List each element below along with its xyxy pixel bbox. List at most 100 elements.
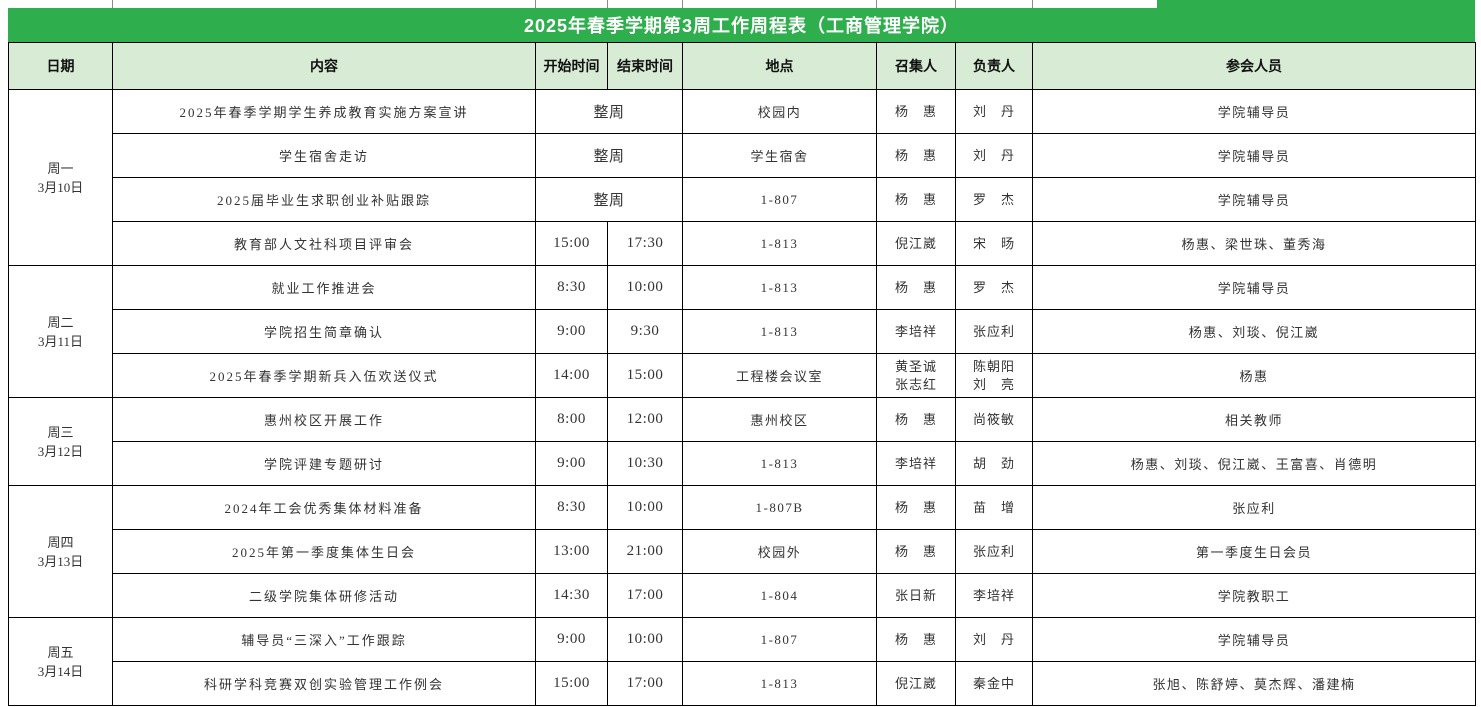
end-time-cell: 10:00 <box>607 265 683 310</box>
convener-cell: 李培祥 <box>876 441 956 486</box>
day-label: 周一 <box>47 160 74 176</box>
end-time-cell: 17:00 <box>607 661 683 706</box>
gridline-tick <box>607 0 608 8</box>
content-cell: 2024年工会优秀集体材料准备 <box>112 485 536 530</box>
participants-cell: 第一季度生日会员 <box>1032 529 1476 574</box>
end-time-cell: 12:00 <box>607 397 683 442</box>
gridline-tick <box>955 0 956 8</box>
start-time-cell: 8:00 <box>535 397 608 442</box>
location-cell: 1-813 <box>682 265 877 310</box>
column-header-participants: 参会人员 <box>1032 42 1476 90</box>
participants-cell: 杨惠、刘琰、倪江崴、王富喜、肖德明 <box>1032 441 1476 486</box>
date-cell: 周五 3月14日 <box>8 617 113 706</box>
convener-cell: 张日新 <box>876 573 956 618</box>
start-time-cell: 8:30 <box>535 265 608 310</box>
participants-cell: 学院辅导员 <box>1032 265 1476 310</box>
content-cell: 惠州校区开展工作 <box>112 397 536 442</box>
column-header-owner: 负责人 <box>955 42 1033 90</box>
location-cell: 惠州校区 <box>682 397 877 442</box>
day-date: 3月11日 <box>37 333 84 349</box>
location-cell: 学生宿舍 <box>682 133 877 178</box>
day-date: 3月10日 <box>37 179 84 195</box>
time-cell-merged: 整周 <box>535 177 683 222</box>
location-cell: 1-807B <box>682 485 877 530</box>
owner-cell: 陈朝阳 刘 亮 <box>955 353 1033 398</box>
column-header-end-time: 结束时间 <box>607 42 683 90</box>
convener-cell: 杨 惠 <box>876 397 956 442</box>
owner-cell: 张应利 <box>955 529 1033 574</box>
table-row: 二级学院集体研修活动 14:30 17:00 1-804 张日新 李培祥 学院教职工 <box>9 573 1476 618</box>
owner-cell: 罗 杰 <box>955 177 1033 222</box>
date-cell: 周三 3月12日 <box>8 397 113 486</box>
owner-cell: 尚筱敏 <box>955 397 1033 442</box>
table-row: 教育部人文社科项目评审会 15:00 17:30 1-813 倪江崴宋 旸杨惠、梁世珠、… <box>9 221 1476 266</box>
content-cell: 学生宿舍走访 <box>112 133 536 178</box>
owner-cell: 刘 丹 <box>955 133 1033 178</box>
location-cell: 工程楼会议室 <box>682 353 877 398</box>
participants-cell: 张应利 <box>1032 485 1476 530</box>
location-cell: 1-804 <box>682 573 877 618</box>
content-cell: 2025年第一季度集体生日会 <box>112 529 536 574</box>
location-cell: 1-813 <box>682 441 877 486</box>
column-header-location: 地点 <box>682 42 877 90</box>
end-time-cell: 10:00 <box>607 485 683 530</box>
schedule-table: 日期 内容 开始时间 结束时间 地点 召集人 负责人 参会人员 周一 3月10日 2… <box>8 42 1476 706</box>
table-row: 学生宿舍走访 整周 学生宿舍杨 惠刘 丹学院辅导员 <box>9 133 1476 178</box>
day-label: 周五 <box>47 644 74 660</box>
end-time-cell: 10:00 <box>607 617 683 662</box>
participants-cell: 杨惠、刘琰、倪江崴 <box>1032 309 1476 354</box>
day-date: 3月14日 <box>37 663 84 679</box>
location-cell: 1-813 <box>682 309 877 354</box>
owner-cell: 刘 丹 <box>955 89 1033 134</box>
participants-cell: 张旭、陈舒婷、莫杰辉、潘建楠 <box>1032 661 1476 706</box>
table-row: 2025年春季学期新兵入伍欢送仪式 14:00 15:00 工程楼会议室 黄圣诚 张志红… <box>9 353 1476 398</box>
convener-cell: 杨 惠 <box>876 177 956 222</box>
owner-cell: 秦金中 <box>955 661 1033 706</box>
day-date: 3月12日 <box>37 443 84 459</box>
end-time-cell: 17:00 <box>607 573 683 618</box>
content-cell: 二级学院集体研修活动 <box>112 573 536 618</box>
column-header-date: 日期 <box>8 42 113 90</box>
location-cell: 1-807 <box>682 177 877 222</box>
convener-cell: 杨 惠 <box>876 265 956 310</box>
content-cell: 学院评建专题研讨 <box>112 441 536 486</box>
table-title-bar: 2025年春季学期第3周工作周程表（工商管理学院） <box>8 8 1475 42</box>
table-row: 周三 3月12日 惠州校区开展工作 8:00 12:00 惠州校区杨 惠尚筱敏 相关教师 <box>8 397 1476 486</box>
participants-cell: 学院辅导员 <box>1032 617 1476 662</box>
owner-cell: 张应利 <box>955 309 1033 354</box>
participants-cell: 学院辅导员 <box>1032 177 1476 222</box>
start-time-cell: 9:00 <box>535 309 608 354</box>
content-cell: 教育部人文社科项目评审会 <box>112 221 536 266</box>
start-time-cell: 13:00 <box>535 529 608 574</box>
table-row: 2025届毕业生求职创业补贴跟踪 整周 1-807 杨 惠罗 杰学院辅导员 <box>9 177 1476 222</box>
gridline-tick <box>535 0 536 8</box>
owner-cell: 李培祥 <box>955 573 1033 618</box>
day-label: 周四 <box>47 534 74 550</box>
page-title: 2025年春季学期第3周工作周程表（工商管理学院） <box>523 16 960 36</box>
content-cell: 2025年春季学期新兵入伍欢送仪式 <box>112 353 536 398</box>
start-time-cell: 15:00 <box>535 661 608 706</box>
content-cell: 2025年春季学期学生养成教育实施方案宣讲 <box>112 89 536 134</box>
start-time-cell: 14:30 <box>535 573 608 618</box>
header-row: 日期 内容 开始时间 结束时间 地点 召集人 负责人 参会人员 <box>8 42 1476 90</box>
location-cell: 校园外 <box>682 529 877 574</box>
participants-cell: 杨惠、梁世珠、董秀海 <box>1032 221 1476 266</box>
start-time-cell: 9:00 <box>535 617 608 662</box>
gridline-tick <box>112 0 113 8</box>
gridline-tick <box>876 0 877 8</box>
participants-cell: 相关教师 <box>1032 397 1476 442</box>
date-cell: 周一 3月10日 <box>8 89 113 266</box>
day-label: 周三 <box>47 424 74 440</box>
column-header-start-time: 开始时间 <box>535 42 608 90</box>
date-cell: 周四 3月13日 <box>8 485 113 618</box>
owner-cell: 宋 旸 <box>955 221 1033 266</box>
end-time-cell: 15:00 <box>607 353 683 398</box>
sheet-top-gutter <box>8 0 1475 8</box>
time-cell-merged: 整周 <box>535 133 683 178</box>
column-header-content: 内容 <box>112 42 536 90</box>
table-row: 学院招生简章确认 9:00 9:30 1-813 李培祥 张应利 杨惠、刘琰、倪江崴 <box>9 309 1476 354</box>
start-time-cell: 14:00 <box>535 353 608 398</box>
content-cell: 学院招生简章确认 <box>112 309 536 354</box>
date-cell: 周二 3月11日 <box>8 265 113 398</box>
